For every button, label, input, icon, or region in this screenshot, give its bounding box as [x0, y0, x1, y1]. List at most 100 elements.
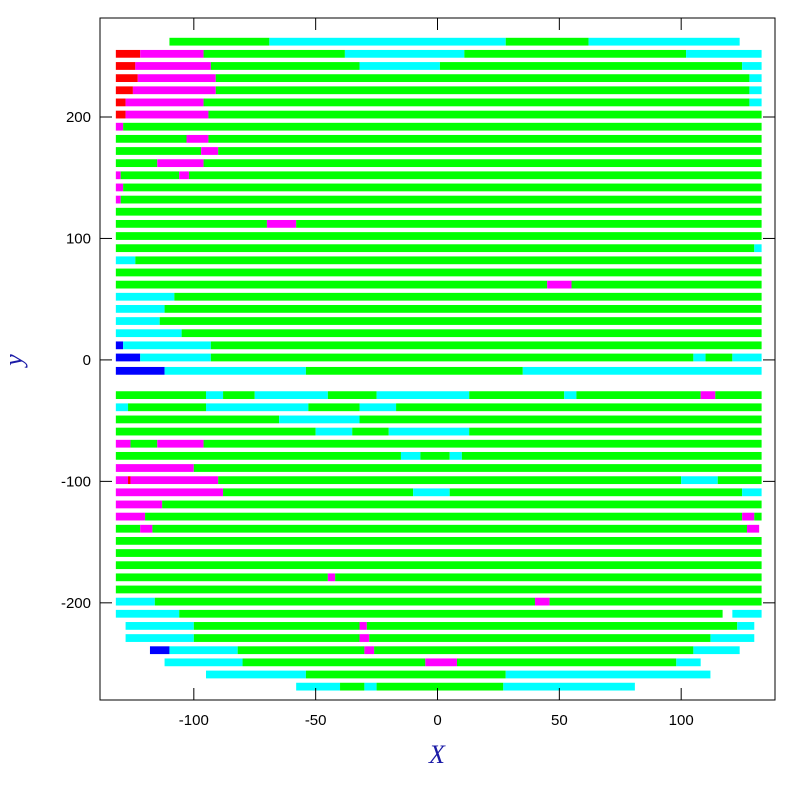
strip-segment [693, 646, 740, 655]
strip-segment [340, 682, 365, 691]
strip-segment [115, 268, 762, 277]
strip-segment [125, 98, 204, 107]
strip-segment [505, 670, 711, 679]
strip-segment [705, 353, 733, 362]
strip-segment [115, 537, 762, 545]
strip-segment [115, 549, 762, 557]
strip-segment [115, 159, 158, 168]
y-tick-label: -200 [61, 595, 91, 612]
x-tick-label: 100 [669, 712, 694, 729]
strip-segment [305, 670, 506, 679]
strip-segment [203, 159, 762, 168]
strip-segment [152, 524, 747, 533]
x-tick-label: -50 [305, 712, 327, 729]
strip-segment [576, 391, 701, 400]
strip-segment [115, 110, 126, 119]
strip-segment [115, 147, 202, 155]
strip-segment [115, 524, 141, 533]
strip-segment [120, 195, 762, 204]
strip-segment [215, 86, 750, 95]
strip-segment [503, 682, 635, 691]
strip-segment [279, 415, 360, 424]
strip-segment [137, 74, 216, 83]
strip-segment [359, 62, 440, 70]
strip-segment [315, 427, 353, 436]
strip-segment [534, 597, 550, 606]
strip-segment [140, 524, 153, 533]
strip-segment [376, 682, 504, 691]
strip-segment [206, 391, 224, 400]
strip-segment [223, 488, 414, 497]
strip-segment [115, 427, 316, 436]
strip-segment [732, 609, 762, 618]
strip-segment [164, 366, 306, 375]
strip-segment [115, 195, 121, 204]
strip-segment [203, 439, 762, 448]
strip-segment [115, 207, 762, 216]
strip-segment [237, 646, 365, 655]
strip-segment [469, 391, 565, 400]
strip-segment [364, 646, 375, 655]
strip-segment [140, 49, 204, 58]
strip-segment [203, 49, 345, 58]
strip-segment [742, 488, 762, 497]
strip-segment [352, 427, 389, 436]
x-axis-label: X [428, 740, 446, 769]
strip-segment [206, 670, 306, 679]
strip-segment [115, 512, 146, 521]
strip-segment [461, 451, 762, 460]
strip-segment [737, 622, 755, 630]
strip-segment [132, 86, 216, 95]
strip-segment [169, 646, 238, 655]
strip-segment [571, 280, 762, 289]
strip-segment [376, 391, 470, 400]
strip-segment [115, 256, 136, 265]
strip-segment [449, 451, 462, 460]
strip-segment [115, 585, 762, 594]
strip-segment [327, 573, 336, 582]
strip-segment [193, 622, 360, 630]
strip-segment [210, 353, 694, 362]
strip-segment [369, 634, 711, 642]
strip-segment [359, 415, 762, 424]
strip-segment [115, 403, 129, 412]
strip-segment [115, 317, 160, 325]
strip-segment [115, 98, 126, 107]
strip-segment [359, 634, 370, 642]
strip-segment [742, 62, 762, 70]
strip-segment [115, 391, 207, 400]
strip-segment [715, 391, 762, 400]
strip-segment [115, 451, 401, 460]
strip-segment [754, 244, 762, 253]
strip-segment [154, 597, 535, 606]
strip-segment [123, 122, 762, 131]
strip-segment [115, 292, 175, 301]
strip-segment [425, 658, 457, 667]
strip-segment [223, 391, 255, 400]
strip-segment [115, 488, 224, 497]
strip-segment [732, 353, 762, 362]
strip-segment [242, 658, 426, 667]
strip-segment [115, 122, 124, 131]
strip-segment [115, 74, 138, 83]
strip-segment [693, 353, 706, 362]
strip-segment [439, 62, 743, 70]
x-tick-label: -100 [179, 712, 209, 729]
strip-segment [125, 110, 209, 119]
strip-segment [218, 147, 762, 155]
strip-segment [388, 427, 470, 436]
strip-segment [742, 512, 755, 521]
strip-segment [210, 341, 762, 350]
strip-segment [115, 134, 187, 143]
strip-segment [396, 403, 762, 412]
strip-segment [366, 622, 738, 630]
strip-segment [128, 403, 207, 412]
strip-segment [686, 49, 762, 58]
strip-segment [359, 403, 397, 412]
strip-segment [135, 256, 762, 265]
strip-segment [420, 451, 450, 460]
strip-segment [188, 171, 762, 180]
strip-segment [266, 219, 297, 228]
strip-segment [308, 403, 360, 412]
y-axis-label: y [0, 354, 28, 369]
